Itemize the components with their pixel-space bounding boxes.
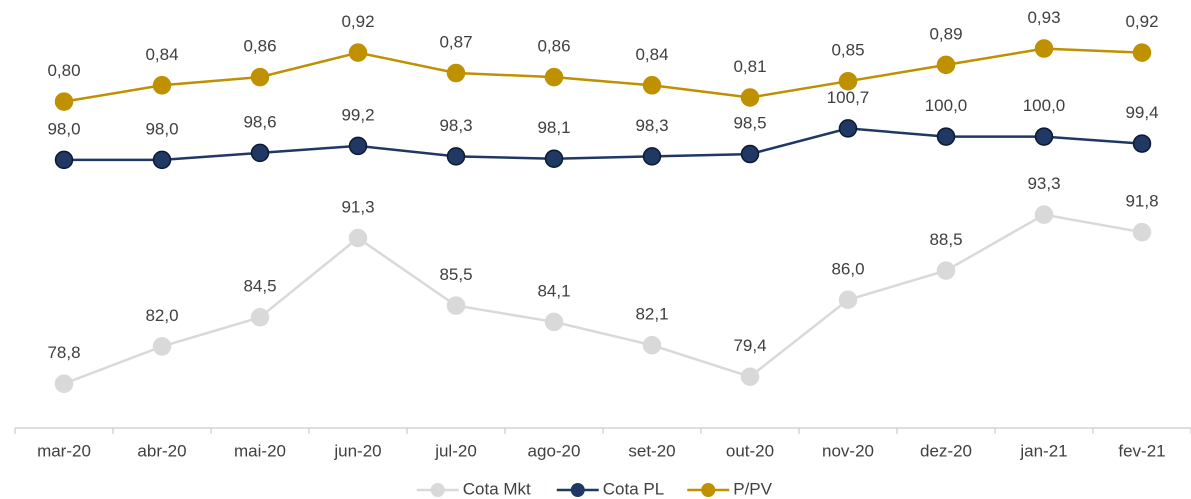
data-label: 0,92 [341,12,374,31]
data-label: 0,86 [243,37,276,56]
series-line [63,47,1143,103]
point [250,143,270,163]
data-label: 99,4 [1125,103,1158,122]
data-label: 100,7 [827,88,870,107]
x-tick-label: jul-20 [434,441,477,460]
x-tick-label: dez-20 [920,441,972,460]
data-label: 0,80 [47,61,80,80]
x-tick-label: fev-21 [1118,441,1165,460]
point [54,92,74,111]
data-label: 98,6 [243,112,276,131]
point [152,76,172,95]
data-label: 0,87 [439,33,472,52]
data-label: 84,1 [537,281,570,300]
point [54,374,74,393]
point [740,367,760,386]
data-label: 98,5 [733,114,766,133]
point [544,312,564,332]
point [544,67,564,87]
data-label: 0,84 [635,45,668,64]
point [838,290,858,310]
legend-marker [570,483,585,497]
point [740,88,760,107]
data-label: 0,92 [1125,12,1158,31]
data-label: 98,1 [537,118,570,137]
data-label: 79,4 [733,336,766,355]
point [348,43,368,62]
data-label: 99,2 [341,105,374,124]
point [642,335,662,355]
data-label: 0,86 [537,37,570,56]
point [446,147,466,166]
point [348,228,368,248]
legend-label: Cota Mkt [463,479,531,498]
data-label: 84,5 [243,277,276,296]
data-label: 85,5 [439,265,472,284]
data-label: 0,85 [831,41,864,60]
x-tick-label: abr-20 [137,441,186,460]
x-tick-label: out-20 [726,441,774,460]
x-tick-label: ago-20 [528,441,581,460]
series-line [64,127,1143,162]
data-label: 78,8 [47,343,80,362]
data-label: 0,84 [145,45,178,64]
point [1034,205,1054,224]
point [642,76,662,95]
point [1132,43,1152,62]
point [348,136,368,156]
x-tick-label: jun-20 [333,441,381,460]
data-label: 98,0 [145,119,178,138]
data-label: 100,0 [925,96,968,115]
data-label: 91,8 [1125,192,1158,211]
series-line [63,213,1143,385]
data-label: 86,0 [831,259,864,278]
data-label: 82,0 [145,306,178,325]
point [1034,39,1054,58]
point [642,147,662,166]
legend-marker [430,483,445,497]
point [936,127,956,146]
data-label: 93,3 [1027,174,1060,193]
point [250,67,270,87]
point [446,63,466,83]
point [936,261,956,280]
x-tick-label: mar-20 [37,441,91,460]
data-label: 98,3 [635,116,668,135]
data-label: 82,1 [635,305,668,324]
legend-marker [701,483,716,497]
point [838,119,858,138]
data-label: 88,5 [929,230,962,249]
point [152,150,172,170]
data-label: 91,3 [341,197,374,216]
data-label: 0,93 [1027,8,1060,27]
x-tick-label: jan-21 [1019,441,1067,460]
data-label: 0,89 [929,24,962,43]
point [544,149,564,168]
point [838,71,858,91]
point [1034,127,1054,146]
x-tick-label: set-20 [628,441,675,460]
legend-label: Cota PL [603,479,664,498]
data-label: 98,0 [47,119,80,138]
point [250,308,270,327]
point [152,337,172,356]
point [54,150,74,170]
data-label: 0,81 [733,57,766,76]
point [446,296,466,315]
data-label: 98,3 [439,116,472,135]
data-label: 100,0 [1023,96,1066,115]
legend-label: P/PV [733,479,772,498]
point [1132,134,1152,153]
x-tick-label: nov-20 [822,441,874,460]
point [1132,222,1152,242]
point [936,55,956,75]
x-tick-label: mai-20 [234,441,286,460]
point [740,144,760,164]
